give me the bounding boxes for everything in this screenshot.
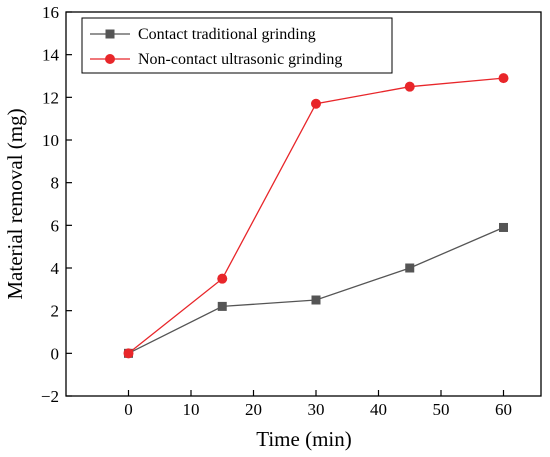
y-tick-label: 10 bbox=[42, 131, 59, 150]
data-point bbox=[404, 81, 415, 92]
data-point bbox=[499, 222, 508, 232]
data-point bbox=[498, 73, 509, 84]
y-tick-label: 0 bbox=[51, 344, 60, 363]
x-axis: 0 10 20 30 40 50 60 bbox=[124, 390, 512, 419]
data-point bbox=[311, 295, 321, 305]
x-tick-label: 50 bbox=[433, 400, 450, 419]
data-point bbox=[123, 348, 134, 359]
legend: Contact traditional grinding Non-contact… bbox=[81, 17, 393, 74]
plot-frame bbox=[65, 11, 542, 397]
y-axis: −2 0 2 4 6 8 10 12 14 16 bbox=[41, 3, 72, 406]
legend-box bbox=[81, 17, 393, 74]
y-axis-title: Material removal (mg) bbox=[3, 108, 27, 299]
data-point bbox=[405, 263, 415, 273]
y-tick-label: 12 bbox=[42, 88, 59, 107]
legend-marker-noncontact bbox=[105, 54, 115, 64]
data-point bbox=[217, 273, 228, 284]
plot-area-border bbox=[65, 11, 542, 397]
x-tick-label: 60 bbox=[495, 400, 512, 419]
data-point bbox=[311, 98, 321, 109]
series-line bbox=[128, 77, 504, 354]
legend-label-noncontact: Non-contact ultrasonic grinding bbox=[138, 51, 342, 68]
series-line bbox=[128, 226, 504, 354]
y-tick-label: 2 bbox=[51, 302, 60, 321]
x-tick-label: 20 bbox=[245, 400, 262, 419]
data-point bbox=[217, 301, 227, 311]
legend-label-contact: Contact traditional grinding bbox=[138, 26, 316, 43]
x-tick-label: 30 bbox=[308, 400, 325, 419]
legend-marker-contact bbox=[105, 29, 115, 39]
y-tick-label: 6 bbox=[51, 216, 60, 235]
y-tick-label: 8 bbox=[51, 174, 60, 193]
x-tick-label: 40 bbox=[370, 400, 387, 419]
x-tick-label: 0 bbox=[124, 400, 133, 419]
series-layer bbox=[123, 73, 509, 359]
x-axis-title: Time (min) bbox=[256, 427, 351, 451]
y-tick-label: 16 bbox=[42, 3, 59, 22]
y-tick-label: 14 bbox=[42, 46, 60, 65]
series-1 bbox=[123, 73, 509, 359]
x-tick-label: 10 bbox=[183, 400, 200, 419]
series-0 bbox=[124, 222, 508, 358]
y-tick-label: −2 bbox=[41, 387, 59, 406]
y-tick-label: 4 bbox=[51, 259, 60, 278]
